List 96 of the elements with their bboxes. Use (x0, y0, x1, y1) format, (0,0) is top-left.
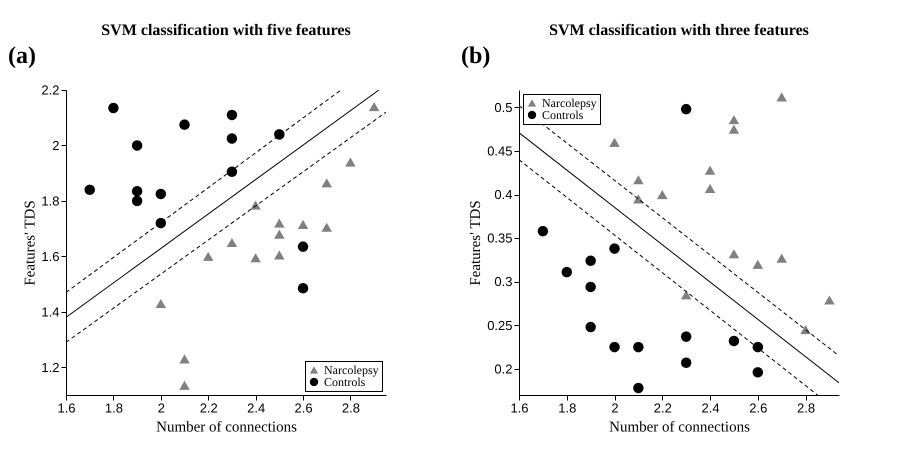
point (226, 110, 238, 120)
point (202, 252, 214, 261)
x-tick-label: 1.8 (558, 400, 576, 416)
point (368, 102, 380, 112)
point (179, 354, 190, 364)
point (226, 133, 238, 144)
y-axis-title: Features' TDS (22, 200, 38, 286)
y-tick-label: 0.3 (494, 274, 512, 290)
point (680, 104, 692, 114)
point (562, 266, 572, 278)
point (226, 166, 238, 178)
y-tick-label: 0.5 (494, 100, 512, 115)
point (776, 92, 787, 102)
point (704, 184, 716, 194)
y-axis-title: Features' TDS (468, 200, 484, 286)
point (633, 175, 644, 184)
point (274, 218, 285, 228)
point (752, 342, 764, 352)
x-tick-label: 2.2 (200, 400, 218, 416)
x-tick-label: 2.6 (749, 400, 768, 416)
point (680, 290, 692, 300)
legend-label: Narcolepsy (324, 363, 379, 377)
point (132, 140, 142, 151)
point (179, 380, 190, 390)
point (633, 342, 644, 352)
point (680, 331, 692, 342)
point (274, 230, 285, 239)
point (728, 124, 740, 134)
text: (a) (8, 43, 36, 69)
point (298, 220, 308, 230)
y-tick-label: 0.45 (487, 144, 512, 158)
point (752, 367, 764, 378)
point (657, 190, 668, 200)
point (250, 253, 261, 262)
point (538, 226, 548, 236)
point (345, 158, 356, 167)
point (250, 200, 261, 210)
point (298, 241, 308, 252)
y-tick-label: 1.2 (41, 360, 60, 375)
x-tick-label: 2 (611, 400, 619, 416)
y-tick-label: 0.4 (494, 187, 512, 202)
point (298, 283, 308, 294)
y-tick-label: 0.25 (487, 318, 512, 333)
point (274, 129, 285, 140)
legend-label: Narcolepsy (542, 96, 597, 110)
point (776, 254, 787, 263)
y-tick-label: 1.6 (41, 248, 60, 264)
y-tick-label: 0.2 (494, 361, 512, 376)
y-tick-label: 2.2 (41, 82, 60, 98)
point (633, 382, 644, 394)
y-tick-label: 2 (52, 138, 60, 153)
point (84, 184, 95, 196)
point (321, 222, 332, 232)
point (585, 256, 596, 266)
point (728, 249, 740, 258)
x-tick-label: 1.6 (510, 400, 529, 416)
x-tick-label: 2.6 (294, 400, 313, 416)
point (609, 138, 620, 147)
x-tick-label: 2.2 (654, 400, 672, 416)
y-tick-label: 1.8 (41, 193, 60, 208)
point (824, 295, 835, 305)
x-tick-label: 2.8 (342, 400, 360, 416)
text: (b) (461, 43, 490, 69)
point (585, 322, 596, 332)
point (752, 260, 764, 269)
point (226, 238, 238, 248)
point (609, 342, 620, 352)
point (704, 166, 716, 175)
x-tick-label: 2.8 (797, 400, 816, 416)
point (179, 119, 190, 130)
point (156, 188, 166, 200)
point (132, 186, 142, 196)
point (728, 115, 740, 124)
point (728, 336, 740, 346)
point (274, 250, 285, 260)
x-tick-label: 1.8 (104, 400, 123, 416)
point (609, 243, 620, 254)
point (680, 358, 692, 368)
x-axis-title: Number of connections (156, 420, 298, 436)
point (321, 178, 332, 188)
x-tick-label: 2.4 (702, 400, 720, 416)
legend-label: Controls (324, 375, 366, 389)
x-tick-label: 1.6 (57, 400, 76, 416)
y-tick-label: 1.4 (41, 304, 60, 320)
point (156, 218, 166, 228)
point (132, 196, 142, 206)
x-tick-label: 2.4 (247, 400, 266, 416)
legend-label: Controls (542, 108, 584, 122)
point (108, 102, 119, 114)
x-axis-title: Number of connections (609, 420, 750, 436)
point (585, 282, 596, 292)
chart-title: SVM classification with three features (549, 22, 809, 39)
x-tick-label: 2 (158, 400, 165, 416)
y-tick-label: 0.35 (487, 230, 512, 246)
point (156, 298, 166, 308)
chart-title: SVM classification with five features (101, 22, 351, 39)
